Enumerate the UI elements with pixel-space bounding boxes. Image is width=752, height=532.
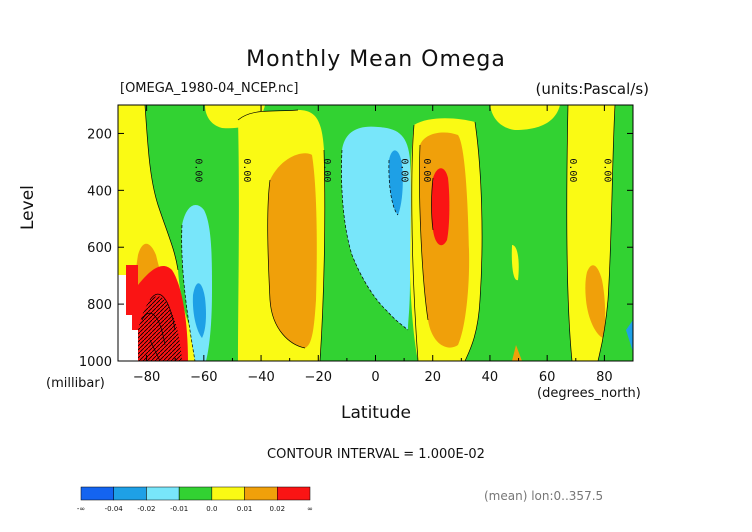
x-tick-label: 40 bbox=[482, 370, 499, 385]
x-tick-label: 20 bbox=[424, 370, 441, 385]
file-label: [OMEGA_1980-04_NCEP.nc] bbox=[120, 81, 299, 96]
x-tick-label: 0 bbox=[371, 370, 379, 385]
fill-blue-right-edge bbox=[626, 320, 633, 352]
contour-line-6 bbox=[566, 105, 573, 361]
fill-blue-southern bbox=[192, 283, 206, 338]
x-axis-unit: (degrees_north) bbox=[537, 386, 641, 401]
colorbar-swatch bbox=[146, 486, 180, 501]
y-tick-label: 600 bbox=[87, 241, 112, 256]
fill-orange-mid bbox=[267, 153, 317, 348]
contour-label: 0.00 bbox=[192, 158, 203, 182]
colorbar-swatch bbox=[80, 486, 114, 501]
contour-line-7 bbox=[597, 105, 616, 361]
fill-yellow-top-right-1 bbox=[490, 105, 560, 130]
colorbar-label: -0.01 bbox=[170, 505, 188, 513]
fill-yellow-top-left bbox=[205, 105, 265, 129]
fill-yellow-right-strip bbox=[578, 119, 599, 215]
y-tick-label: 200 bbox=[87, 127, 112, 142]
y-tick-label: 400 bbox=[87, 184, 112, 199]
x-tick-label: −20 bbox=[305, 370, 332, 385]
mean-label: (mean) lon:0..357.5 bbox=[484, 489, 604, 503]
contour-lines bbox=[141, 105, 616, 361]
contour-line-9 bbox=[388, 159, 399, 216]
contour-label-layer: 0.00 0.00 0.00 0.00 0.00 0.00 0.00 bbox=[192, 158, 612, 182]
colorbar-swatch bbox=[277, 486, 311, 501]
y-axis-unit: (millibar) bbox=[46, 376, 105, 391]
colorbar: -∞ -0.04 -0.02 -0.01 0.0 0.01 0.02 ∞ bbox=[77, 486, 313, 513]
colorbar-label: 0.02 bbox=[269, 505, 285, 513]
units-label: (units:Pascal/s) bbox=[535, 80, 650, 98]
y-tick-label: 1000 bbox=[79, 355, 112, 370]
colorbar-label: 0.0 bbox=[206, 505, 217, 513]
contour-line-10 bbox=[181, 224, 196, 361]
contour-fills bbox=[118, 105, 633, 361]
x-tick-label: 60 bbox=[539, 370, 556, 385]
colorbar-swatch bbox=[244, 486, 278, 501]
colorbar-label: -0.02 bbox=[137, 505, 155, 513]
contour-line-1 bbox=[144, 105, 179, 271]
fill-blue-tropic bbox=[388, 150, 403, 215]
contour-label: 0.00 bbox=[321, 158, 332, 182]
contour-label: 0.00 bbox=[421, 158, 432, 182]
axes-layer: −80 −60 −40 −20 0 20 40 60 80 200 400 600 800 1000 bbox=[79, 105, 633, 385]
contour-line-2 bbox=[237, 109, 299, 121]
chart-title: Monthly Mean Omega bbox=[246, 47, 506, 72]
fill-red-tropic bbox=[431, 168, 450, 246]
contour-line-5 bbox=[464, 121, 483, 361]
y-tick-label: 800 bbox=[87, 298, 112, 313]
fill-orange-small bbox=[512, 345, 522, 361]
colorbar-label: 0.01 bbox=[237, 505, 253, 513]
colorbar-label: ∞ bbox=[307, 505, 313, 513]
x-tick-label: −40 bbox=[247, 370, 274, 385]
contour-label: 0.00 bbox=[567, 158, 578, 182]
contour-label: 0.00 bbox=[601, 158, 612, 182]
x-tick-label: −80 bbox=[133, 370, 160, 385]
fill-yellow-small-blob bbox=[511, 245, 519, 281]
contour-line-3 bbox=[319, 149, 326, 361]
contour-label: 0.00 bbox=[398, 158, 409, 182]
contour-line-8 bbox=[341, 149, 409, 331]
contour-line-14 bbox=[141, 293, 176, 361]
x-axis-label: Latitude bbox=[341, 403, 411, 423]
colorbar-swatch bbox=[113, 486, 147, 501]
y-axis-label: Level bbox=[18, 185, 38, 230]
colorbar-label: -0.04 bbox=[105, 505, 124, 513]
contour-line-4 bbox=[411, 124, 419, 361]
contour-label: 0.00 bbox=[241, 158, 252, 182]
x-tick-label: −60 bbox=[190, 370, 217, 385]
contour-interval-label: CONTOUR INTERVAL = 1.000E-02 bbox=[267, 447, 485, 462]
fill-missing-data bbox=[118, 275, 138, 361]
contour-line-13 bbox=[431, 177, 434, 231]
colorbar-swatch bbox=[211, 486, 245, 501]
x-tick-label: 80 bbox=[596, 370, 613, 385]
colorbar-label: -∞ bbox=[77, 505, 85, 513]
fill-orange-right bbox=[585, 265, 606, 338]
contour-line-11 bbox=[267, 179, 306, 349]
colorbar-swatch bbox=[178, 486, 213, 501]
contour-line-12 bbox=[419, 144, 429, 321]
